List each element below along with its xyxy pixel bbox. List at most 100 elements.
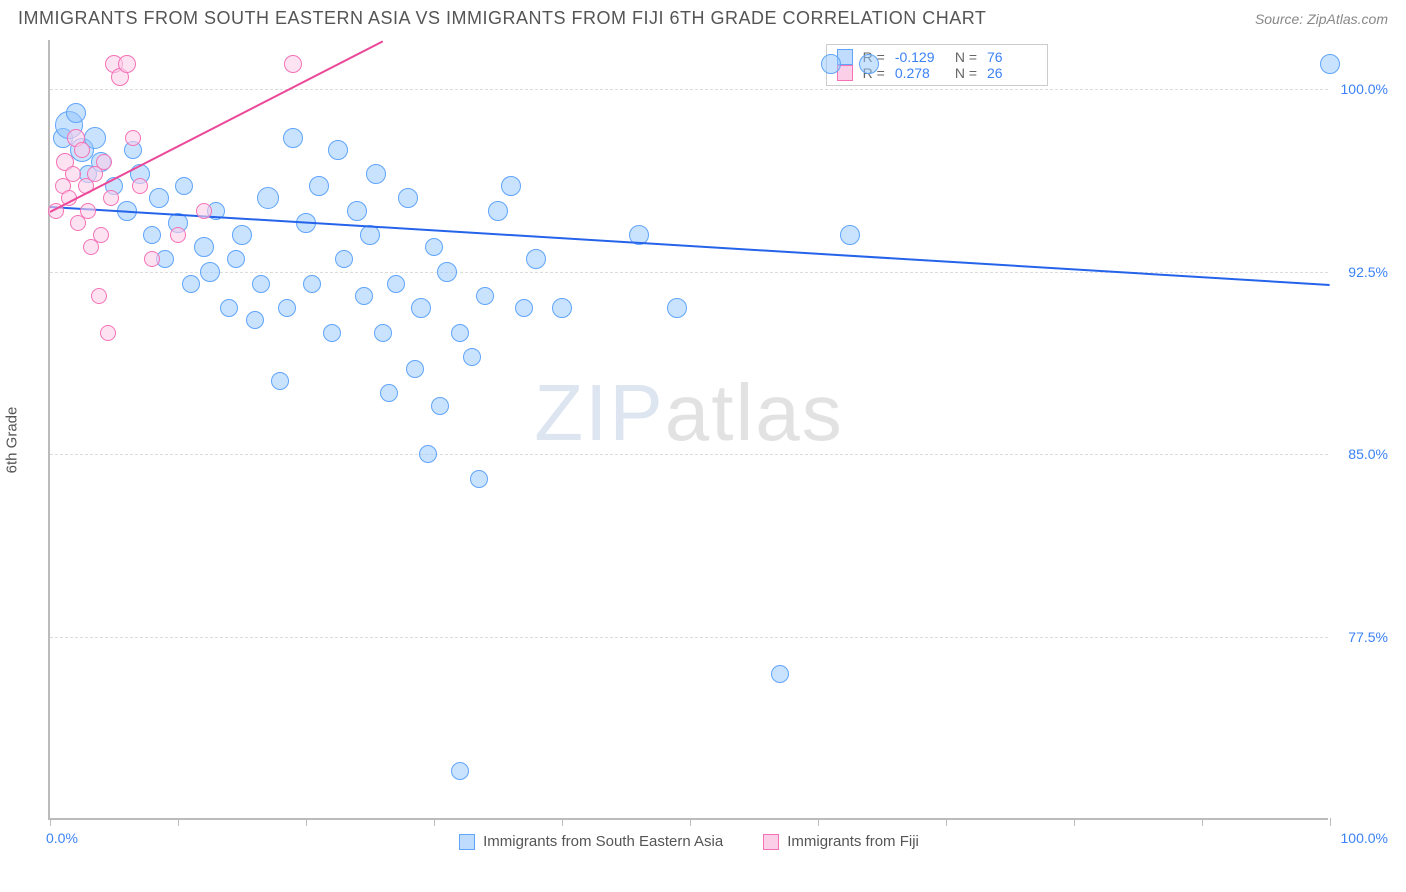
- legend-label-1: Immigrants from South Eastern Asia: [483, 833, 723, 850]
- legend-bottom: Immigrants from South Eastern Asia Immig…: [50, 833, 1328, 850]
- data-point: [406, 360, 424, 378]
- swatch-series-2-bottom: [763, 834, 779, 850]
- chart-title: IMMIGRANTS FROM SOUTH EASTERN ASIA VS IM…: [18, 8, 986, 29]
- legend-item-1: Immigrants from South Eastern Asia: [459, 833, 723, 850]
- data-point: [374, 324, 392, 342]
- data-point: [387, 275, 405, 293]
- n-value-2: 26: [987, 65, 1037, 81]
- data-point: [252, 275, 270, 293]
- x-min-label: 0.0%: [46, 830, 78, 846]
- swatch-series-1-bottom: [459, 834, 475, 850]
- data-point: [196, 203, 212, 219]
- data-point: [411, 298, 431, 318]
- source-label: Source: ZipAtlas.com: [1255, 11, 1388, 27]
- data-point: [463, 348, 481, 366]
- data-point: [667, 298, 687, 318]
- data-point: [143, 226, 161, 244]
- y-tick-label: 100.0%: [1333, 81, 1388, 97]
- data-point: [552, 298, 572, 318]
- data-point: [149, 188, 169, 208]
- data-point: [65, 166, 81, 182]
- data-point: [840, 225, 860, 245]
- gridline-h: [50, 454, 1328, 455]
- data-point: [328, 140, 348, 160]
- data-point: [355, 287, 373, 305]
- y-tick-label: 85.0%: [1333, 446, 1388, 462]
- data-point: [200, 262, 220, 282]
- r-value-2: 0.278: [895, 65, 945, 81]
- gridline-h: [50, 89, 1328, 90]
- x-tick: [562, 818, 563, 826]
- x-tick: [818, 818, 819, 826]
- data-point: [100, 325, 116, 341]
- data-point: [309, 176, 329, 196]
- data-point: [91, 288, 107, 304]
- data-point: [771, 665, 789, 683]
- data-point: [271, 372, 289, 390]
- data-point: [227, 250, 245, 268]
- data-point: [419, 445, 437, 463]
- data-point: [232, 225, 252, 245]
- data-point: [1320, 54, 1340, 74]
- data-point: [80, 203, 96, 219]
- data-point: [144, 251, 160, 267]
- data-point: [476, 287, 494, 305]
- n-label: N =: [955, 65, 977, 81]
- data-point: [366, 164, 386, 184]
- data-point: [220, 299, 238, 317]
- y-tick-label: 77.5%: [1333, 629, 1388, 645]
- data-point: [360, 225, 380, 245]
- data-point: [103, 190, 119, 206]
- data-point: [125, 130, 141, 146]
- x-tick: [434, 818, 435, 826]
- data-point: [66, 103, 86, 123]
- trend-line: [50, 206, 1330, 286]
- chart-area: 6th Grade ZIPatlas R = -0.129 N = 76 R =…: [48, 40, 1388, 840]
- data-point: [175, 177, 193, 195]
- r-value-1: -0.129: [895, 49, 945, 65]
- data-point: [515, 299, 533, 317]
- data-point: [323, 324, 341, 342]
- data-point: [425, 238, 443, 256]
- data-point: [96, 154, 112, 170]
- x-max-label: 100.0%: [1341, 830, 1388, 846]
- data-point: [859, 54, 879, 74]
- data-point: [398, 188, 418, 208]
- data-point: [501, 176, 521, 196]
- x-tick: [1074, 818, 1075, 826]
- data-point: [335, 250, 353, 268]
- data-point: [118, 55, 136, 73]
- trend-line: [50, 40, 384, 212]
- data-point: [283, 128, 303, 148]
- data-point: [170, 227, 186, 243]
- data-point: [380, 384, 398, 402]
- x-tick: [50, 818, 51, 826]
- data-point: [303, 275, 321, 293]
- x-tick: [1202, 818, 1203, 826]
- data-point: [74, 142, 90, 158]
- x-tick: [946, 818, 947, 826]
- data-point: [451, 324, 469, 342]
- plot-area: ZIPatlas R = -0.129 N = 76 R = 0.278 N =…: [48, 40, 1328, 820]
- x-tick: [178, 818, 179, 826]
- y-axis-title: 6th Grade: [4, 407, 21, 474]
- title-bar: IMMIGRANTS FROM SOUTH EASTERN ASIA VS IM…: [18, 8, 1388, 29]
- data-point: [451, 762, 469, 780]
- data-point: [132, 178, 148, 194]
- data-point: [278, 299, 296, 317]
- data-point: [246, 311, 264, 329]
- data-point: [194, 237, 214, 257]
- gridline-h: [50, 637, 1328, 638]
- n-label: N =: [955, 49, 977, 65]
- data-point: [182, 275, 200, 293]
- data-point: [488, 201, 508, 221]
- data-point: [437, 262, 457, 282]
- legend-item-2: Immigrants from Fiji: [763, 833, 919, 850]
- watermark-zip: ZIP: [534, 368, 664, 457]
- n-value-1: 76: [987, 49, 1037, 65]
- x-tick: [1330, 818, 1331, 826]
- watermark: ZIPatlas: [534, 367, 843, 459]
- data-point: [526, 249, 546, 269]
- data-point: [431, 397, 449, 415]
- data-point: [257, 187, 279, 209]
